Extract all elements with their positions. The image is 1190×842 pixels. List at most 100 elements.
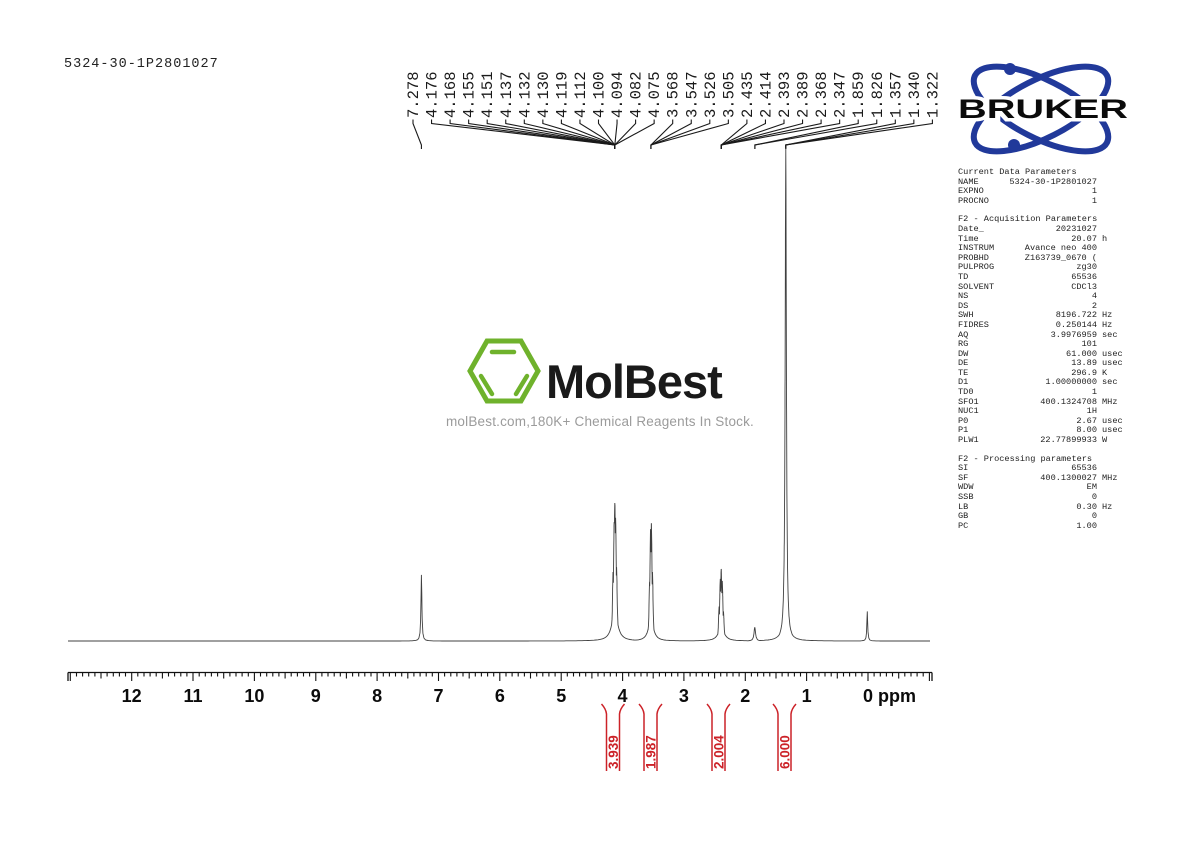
peak-label: 2.435 [739,71,757,118]
integral-bracket [772,703,797,771]
peak-label-connector [754,119,878,149]
peak-label: 4.168 [442,71,460,118]
peak-label: 4.119 [553,71,571,118]
spectrum-trace [68,147,930,642]
peak-label: 4.137 [498,71,516,118]
param-row: P0 2.67 usec [958,415,1123,426]
axis-tick-label: 1 [802,686,812,706]
integral-value: 2.004 [711,735,726,769]
param-row: NS 4 [958,291,1097,302]
integral-value: 3.939 [606,735,621,769]
axis-tick-label: 2 [740,686,750,706]
param-row: DW 61.000 usec [958,348,1123,359]
param-row: NUC1 1H [958,406,1097,417]
peak-label: 4.132 [516,71,534,118]
bruker-logo-text: BRUKER [958,94,1128,124]
param-row: SOLVENT CDCl3 [958,281,1097,292]
peak-label-connector [720,119,785,149]
peak-label: 4.155 [461,71,479,118]
param-row: SSB 0 [958,492,1097,502]
peak-label: 1.340 [906,71,924,118]
peak-label: 1.859 [850,71,868,118]
param-row: PULPROG zg30 [958,262,1097,273]
peak-label-connector [412,119,422,149]
param-row: RG 101 [958,339,1097,350]
param-row: TD 65536 [958,271,1097,282]
peak-label: 3.526 [702,71,720,118]
peak-label: 1.322 [924,71,942,118]
molbest-logo-text: MolBest [546,355,723,408]
param-row: GB 0 [958,511,1097,522]
integral-bracket [600,703,626,771]
peak-label: 7.278 [405,71,423,118]
integral-bracket [638,703,663,771]
peak-label: 3.568 [665,71,683,118]
param-row: EXPNO 1 [958,186,1097,197]
peak-label: 4.075 [646,71,664,118]
axis-tick-label: 5 [556,686,566,706]
peak-label: 2.389 [795,71,813,118]
bruker-atom-icon [970,63,1112,155]
param-row: DS 2 [958,300,1097,311]
peak-label: 1.357 [887,71,905,118]
peak-label: 4.151 [479,71,497,118]
molbest-hexagon-icon [467,338,541,404]
axis-tick-label: 10 [244,686,264,706]
param-row: DE 13.89 usec [958,358,1123,369]
peak-label: 2.393 [776,71,794,118]
param-row: LB 0.30 Hz [958,501,1113,512]
param-row: TD0 1 [958,387,1097,398]
param-row: INSTRUM Avance neo 400 [958,243,1097,254]
param-row: SF 400.1300027 MHz [958,472,1118,483]
peak-label-connector [614,119,637,149]
axis-tick-label: 12 [122,686,142,706]
param-row: AQ 3.9976959 sec [958,329,1118,340]
param-row: PROBHD Z163739_0670 ( [958,252,1097,263]
peak-label-connector [614,119,655,149]
peak-label-connector [650,119,711,149]
peak-label: 2.347 [832,71,850,118]
param-row: SI 65536 [958,463,1097,474]
axis-tick-label: 0 [863,686,873,706]
param-row: D1 1.00000000 sec [958,377,1118,388]
param-row: SFO1 400.1324708 MHz [958,396,1118,407]
peak-label: 4.176 [424,71,442,118]
peak-label: 4.100 [591,71,609,118]
peak-label: 2.414 [757,71,775,118]
param-row: Date_ 20231027 [958,223,1097,234]
axis-tick-label: 11 [184,686,203,706]
param-row: Time 20.07 h [958,233,1108,244]
param-row: P1 8.00 usec [958,425,1123,436]
param-row: NAME 5324-30-1P2801027 [958,176,1097,187]
peak-label: 4.112 [572,71,590,118]
peak-label: 4.082 [628,71,646,118]
param-row: PLW1 22.77899933 W [958,435,1108,446]
param-row: SWH 8196.722 Hz [958,310,1113,321]
param-row: TE 296.9 K [958,367,1108,378]
integral-bracket [706,703,731,771]
axis-unit-label: ppm [878,686,916,706]
axis-tick-label: 8 [372,686,382,706]
param-section-header: F2 - Acquisition Parameters [958,214,1098,225]
molbest-watermark: MolBest [467,338,724,408]
param-row: PC 1.00 [958,520,1097,531]
axis-tick-label: 3 [679,686,689,706]
peak-label: 2.368 [813,71,831,118]
sample-id-title: 5324-30-1P2801027 [64,57,219,72]
param-row: WDW EM [958,482,1097,493]
param-section-header: Current Data Parameters [958,167,1077,177]
param-row: PROCNO 1 [958,195,1097,206]
axis-tick-label: 6 [495,686,505,706]
axis-tick-label: 9 [311,686,321,706]
bruker-logo: BRUKER [955,63,1132,155]
peak-label: 3.547 [683,71,701,118]
peak-label-connector [523,119,616,149]
peak-label: 4.130 [535,71,553,118]
peak-label-connector [720,119,841,149]
peak-label-connector [785,119,933,149]
peak-label: 4.094 [609,71,627,118]
axis-tick-label: 7 [433,686,443,706]
integral-value: 6.000 [777,735,792,769]
